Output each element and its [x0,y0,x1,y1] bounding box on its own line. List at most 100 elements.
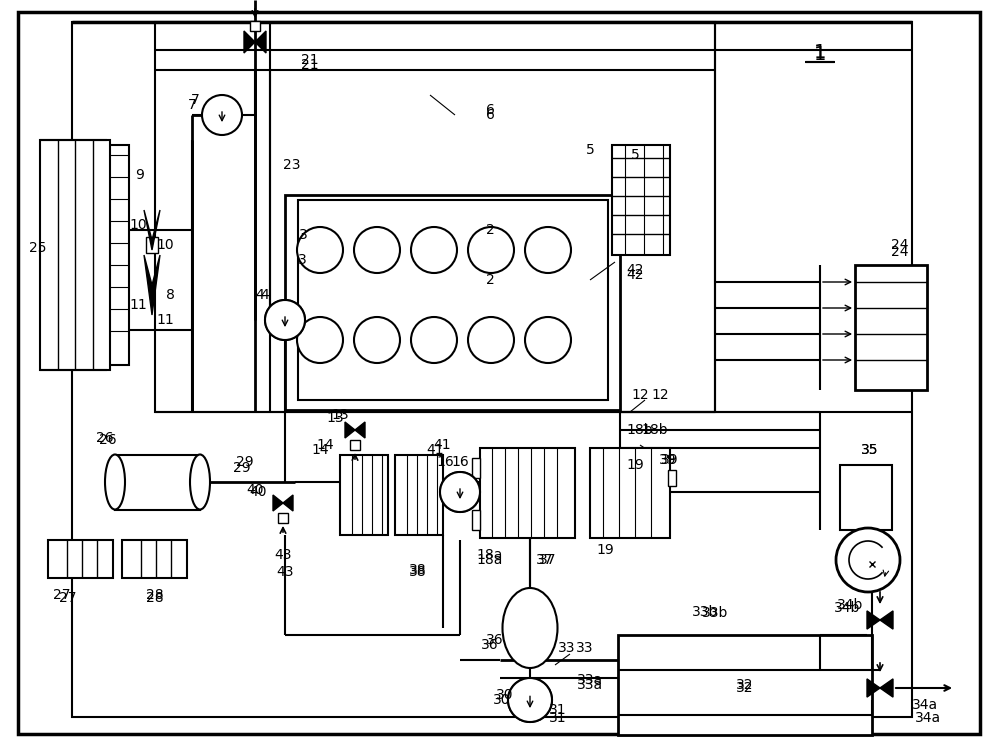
Circle shape [265,300,305,340]
Text: 18b: 18b [627,423,653,437]
Text: 11: 11 [129,298,147,312]
Text: 24: 24 [891,245,909,259]
Text: 3: 3 [299,228,307,242]
Text: 21: 21 [301,58,319,72]
Text: 36: 36 [486,633,504,647]
Text: 25: 25 [29,241,47,255]
Text: 41: 41 [433,438,451,452]
Text: 38: 38 [409,563,427,577]
Text: 32: 32 [736,681,754,695]
Circle shape [411,317,457,363]
Text: 30: 30 [493,693,511,707]
Circle shape [468,227,514,273]
Text: 39: 39 [659,453,677,467]
Text: 28: 28 [146,588,164,602]
Text: 27: 27 [53,588,71,602]
Polygon shape [880,611,893,629]
Bar [350,440,360,450]
Text: 4: 4 [261,288,269,302]
Text: 36: 36 [481,638,499,652]
Circle shape [354,227,400,273]
Text: 40: 40 [246,483,264,497]
Text: 10: 10 [129,218,147,232]
Text: 13: 13 [331,408,349,422]
Text: 19: 19 [626,458,644,472]
Text: 9: 9 [136,168,144,182]
Text: 4: 4 [256,288,264,302]
Bar [146,237,158,253]
Text: 18b: 18b [642,423,668,437]
Text: 24: 24 [891,238,909,252]
Polygon shape [244,31,255,53]
Text: 18a: 18a [477,548,503,562]
Polygon shape [355,422,365,438]
Circle shape [468,317,514,363]
Text: 14: 14 [311,443,329,457]
Polygon shape [144,255,160,315]
Circle shape [836,528,900,592]
Bar [472,458,480,478]
Text: 29: 29 [233,461,251,475]
Text: 34a: 34a [915,711,941,725]
Text: 14: 14 [316,438,334,452]
Bar [40,140,110,370]
Text: 31: 31 [549,711,567,725]
Polygon shape [867,611,880,629]
Bar [480,448,575,538]
Bar [115,455,200,510]
Text: 29: 29 [236,455,254,469]
Bar [618,635,872,735]
Circle shape [508,678,552,722]
Text: 43: 43 [276,565,294,579]
Ellipse shape [190,454,210,509]
Bar [72,22,912,717]
Text: 16: 16 [451,455,469,469]
Polygon shape [273,495,283,511]
Bar [340,455,388,535]
Text: 7: 7 [191,93,199,107]
Text: 2: 2 [486,273,494,287]
Bar [298,200,608,400]
Text: 26: 26 [96,431,114,445]
Circle shape [265,300,305,340]
Text: 23: 23 [283,158,301,172]
Bar [250,21,260,31]
Text: 18a: 18a [477,553,503,567]
Text: 33: 33 [576,641,594,655]
Text: 13: 13 [326,411,344,425]
Bar [840,465,892,530]
Text: 5: 5 [631,148,639,162]
Text: 42: 42 [626,263,644,277]
Bar [48,540,113,578]
Text: 1: 1 [814,46,826,65]
Text: 42: 42 [626,268,644,282]
Text: 16: 16 [436,455,454,469]
Text: 1: 1 [814,43,826,62]
Text: 34b: 34b [837,598,863,612]
Circle shape [297,227,343,273]
Circle shape [525,227,571,273]
Circle shape [411,227,457,273]
Text: 37: 37 [539,553,557,567]
Text: 33a: 33a [577,673,603,687]
Polygon shape [867,679,880,697]
Ellipse shape [105,454,125,509]
Text: 10: 10 [156,238,174,252]
Text: 33: 33 [558,641,576,655]
Text: 26: 26 [99,433,117,447]
Text: 6: 6 [486,108,494,122]
Text: 12: 12 [651,388,669,402]
Text: 27: 27 [59,591,77,605]
Text: 32: 32 [736,678,754,692]
Text: 34b: 34b [834,601,860,615]
Bar [668,470,676,486]
Bar [107,145,129,365]
Text: 8: 8 [166,288,174,302]
Bar [472,510,480,530]
Text: 33b: 33b [692,605,718,619]
Bar [612,145,670,255]
Text: 28: 28 [146,591,164,605]
Bar [590,448,670,538]
Text: 41: 41 [426,443,444,457]
Text: 40: 40 [249,485,267,499]
